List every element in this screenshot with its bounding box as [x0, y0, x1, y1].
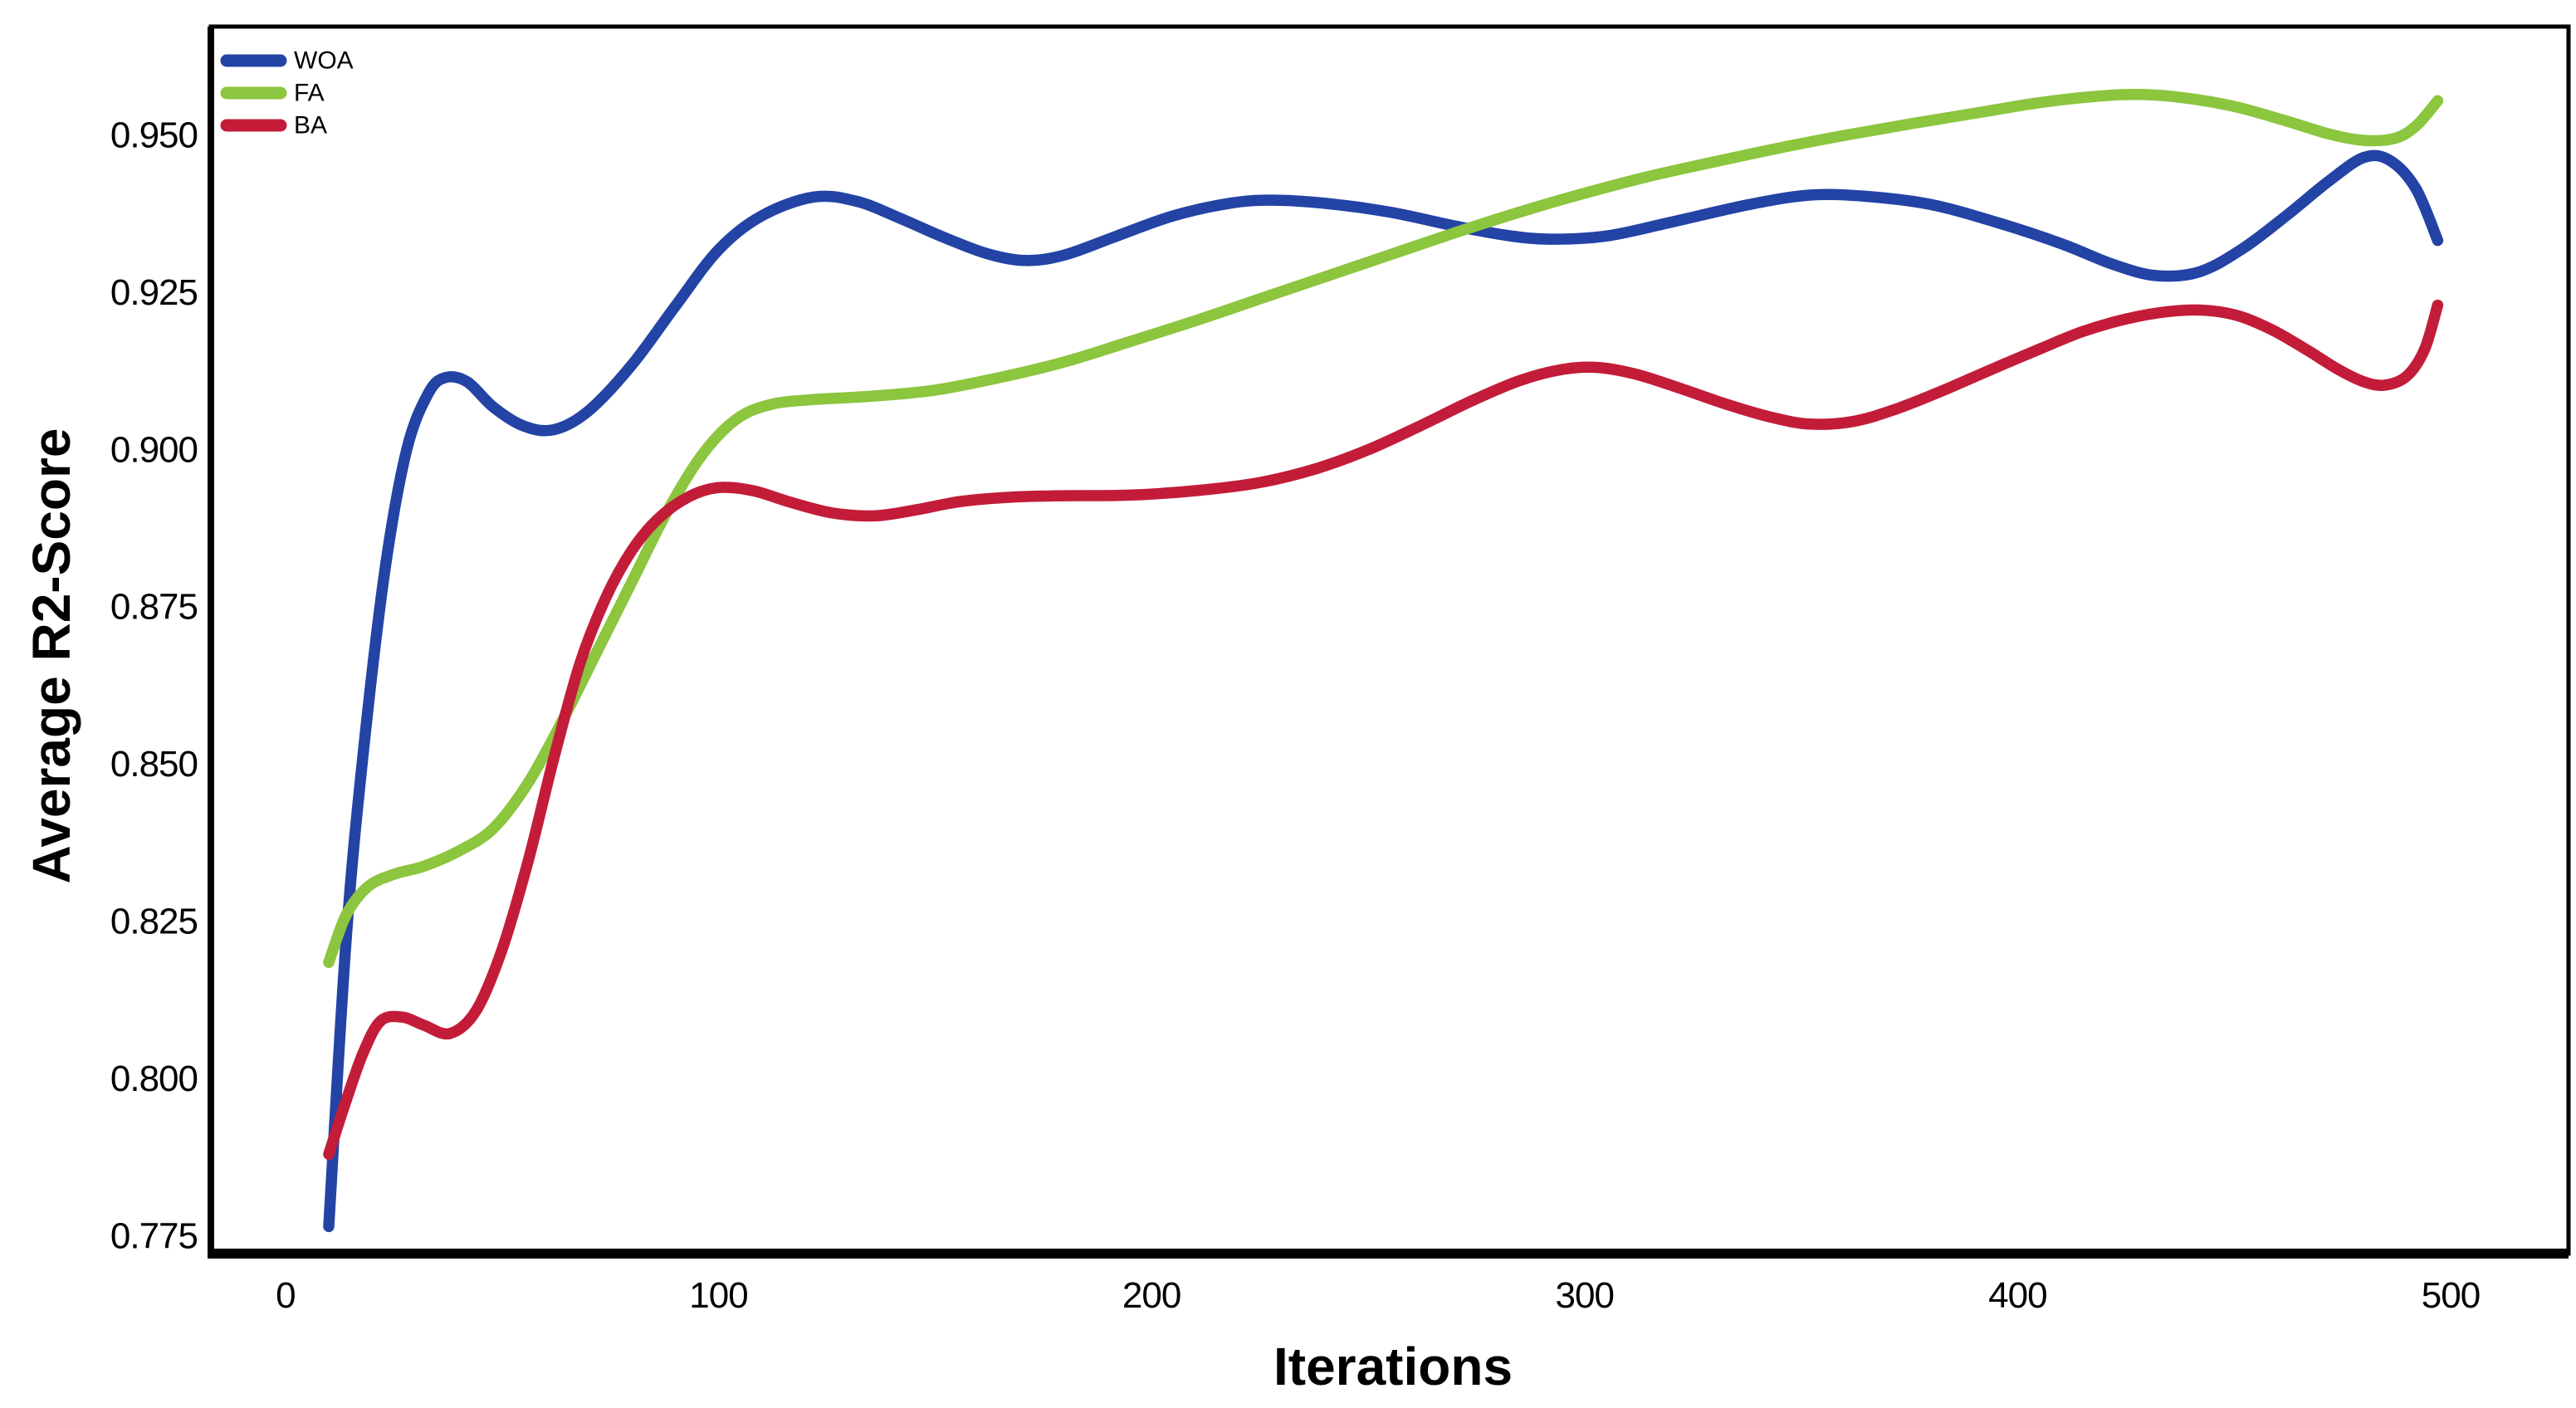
plot-area: 0.950 0.925 0.900 0.875 0.850 0.825 0.800 0.775… — [110, 24, 2571, 1316]
series-line-WOA — [323, 149, 2444, 1233]
y-tick-label: 0.925 — [110, 272, 198, 313]
x-axis-title: Iterations — [1273, 1337, 1513, 1396]
legend-label-FA: FA — [294, 80, 325, 107]
x-tick-label: 400 — [1988, 1275, 2046, 1316]
y-tick-label: 0.900 — [110, 429, 198, 470]
y-axis-title: Average R2-Score — [22, 428, 81, 884]
y-tick-label: 0.800 — [110, 1058, 198, 1099]
y-tick-label: 0.850 — [110, 744, 198, 785]
y-tick-label: 0.775 — [110, 1215, 198, 1256]
y-tick-label: 0.950 — [110, 115, 198, 156]
x-tick-label: 200 — [1122, 1275, 1180, 1316]
y-tick-label: 0.875 — [110, 587, 198, 628]
x-tick-label: 0 — [276, 1275, 295, 1316]
legend-label-BA: BA — [294, 112, 327, 139]
legend-label-WOA: WOA — [294, 47, 354, 75]
x-tick-label: 100 — [689, 1275, 747, 1316]
x-tick-label: 500 — [2422, 1275, 2480, 1316]
y-tick-label: 0.825 — [110, 902, 198, 942]
x-tick-label: 300 — [1556, 1275, 1614, 1316]
series-line-BA — [323, 299, 2444, 1161]
